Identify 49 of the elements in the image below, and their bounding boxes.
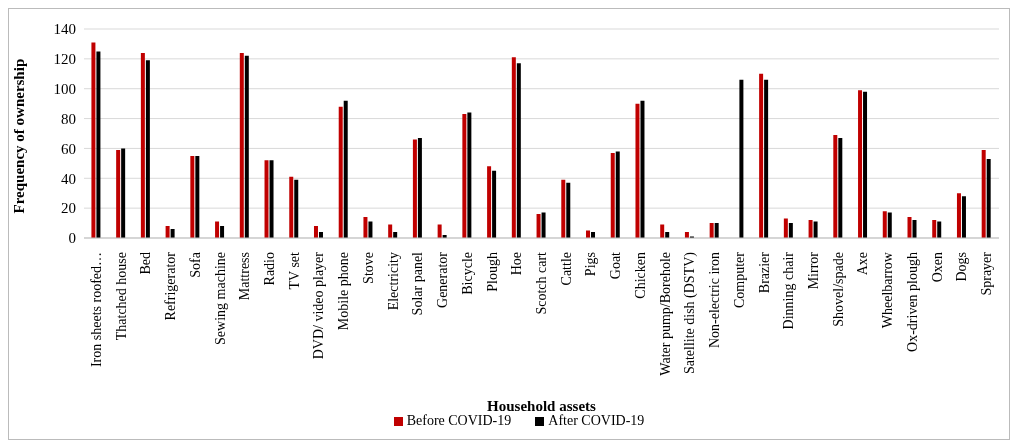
x-tick-label: Axe xyxy=(855,252,871,276)
x-tick-label: Ox-driven plough xyxy=(904,252,920,352)
y-tick-label: 40 xyxy=(61,170,76,187)
x-tick-label: Sprayer xyxy=(979,251,995,296)
x-tick-label: Oxen xyxy=(929,252,945,283)
x-tick-label: Thatched house xyxy=(113,252,129,341)
y-tick-label: 120 xyxy=(53,51,76,68)
x-tick-label: Chicken xyxy=(632,252,648,299)
x-tick-label: Satellite dish (DSTV) xyxy=(682,251,699,375)
y-tick-label: 80 xyxy=(61,110,76,127)
x-tick-label: Wheelbarrow xyxy=(880,251,896,329)
x-tick-label: Pigs xyxy=(583,252,599,277)
legend-label: After COVID-19 xyxy=(548,413,645,429)
x-tick-label: Sofa xyxy=(187,251,203,278)
x-tick-label: Non-electric iron xyxy=(707,252,723,349)
y-tick-label: 60 xyxy=(61,140,76,157)
x-tick-label: Mobile phone xyxy=(336,252,352,331)
x-tick-label: Solar panel xyxy=(410,251,426,316)
x-tick-label: Hoe xyxy=(509,252,525,276)
x-tick-label: Bed xyxy=(138,252,154,275)
y-tick-label: 140 xyxy=(53,21,76,38)
x-tick-label: Refrigerator xyxy=(163,251,179,321)
y-tick-label: 0 xyxy=(68,230,76,247)
y-tick-label: 20 xyxy=(61,200,76,217)
x-tick-label: Generator xyxy=(435,251,451,308)
x-tick-label: Mattress xyxy=(237,252,253,301)
x-tick-label: Dinning chair xyxy=(781,251,797,330)
x-tick-label: DVD/ video player xyxy=(311,251,327,360)
x-axis-title: Household assets xyxy=(487,398,597,414)
x-tick-label: Plough xyxy=(484,252,500,292)
x-tick-label: Computer xyxy=(731,251,747,308)
legend-label: Before COVID-19 xyxy=(406,413,512,429)
x-tick-label: Water pump/Borehole xyxy=(657,252,673,376)
y-axis-title: Frequency of ownership xyxy=(11,58,28,214)
x-tick-label: Scotch cart xyxy=(534,251,549,315)
x-tick-label: Bicycle xyxy=(459,252,475,295)
x-tick-label: Shovel/spade xyxy=(830,252,846,327)
y-tick-label: 100 xyxy=(53,81,76,98)
x-tick-label: Electricity xyxy=(385,252,401,311)
x-tick-label: Mirror xyxy=(806,251,822,290)
x-tick-label: Brazier xyxy=(756,251,772,294)
x-tick-label: TV set xyxy=(286,251,302,290)
x-tick-label: Goat xyxy=(608,251,624,280)
x-tick-label: Stove xyxy=(360,252,376,284)
x-tick-label: Dogs xyxy=(954,252,970,282)
x-tick-label: Sewing machine xyxy=(212,252,228,345)
x-tick-label: Cattle xyxy=(558,252,574,286)
x-tick-label: Iron sheets roofed… xyxy=(88,252,104,368)
x-tick-label: Radio xyxy=(261,252,277,286)
